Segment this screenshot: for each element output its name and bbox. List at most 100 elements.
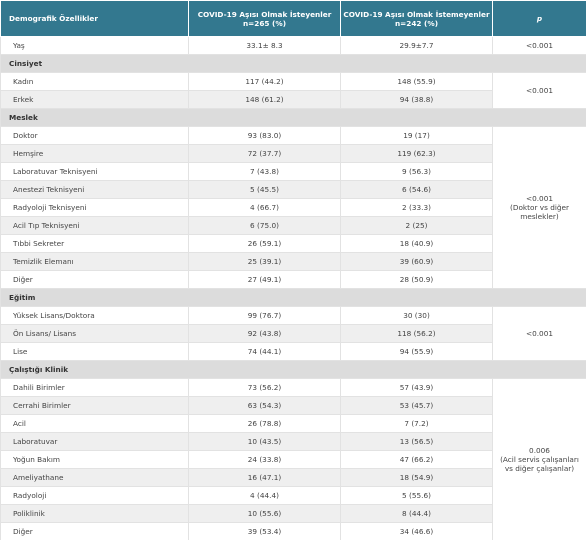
value-cell: 53 (45.7) <box>340 396 493 415</box>
data-row: Acil 26 (78.8) 7 (7.2) <box>0 414 586 433</box>
p-value: <0.001 <box>492 36 586 55</box>
data-row: Anestezi Teknisyeni 5 (45.5) 6 (54.6) <box>0 180 586 199</box>
value-cell: 29.9±7.7 <box>340 36 493 55</box>
value-cell: 94 (55.9) <box>340 342 493 361</box>
value-cell: 26 (59.1) <box>188 234 341 253</box>
text-line: <0.001 <box>525 329 553 338</box>
data-row: Kadın 117 (44.2) 148 (55.9) <0.001 <box>0 72 586 109</box>
row-label: Acil <box>0 414 189 433</box>
value-cell: 4 (66.7) <box>188 198 341 217</box>
header-cell: COVID-19 Aşısı Olmak İsteyenler n=265 (%) <box>188 0 341 37</box>
row-label: Acil Tıp Teknisyeni <box>0 216 189 235</box>
value-cell: 7 (7.2) <box>340 414 493 433</box>
value-cell: 18 (40.9) <box>340 234 493 253</box>
value-cell: 118 (56.2) <box>340 324 493 343</box>
value-cell: 10 (55.6) <box>188 504 341 523</box>
row-label: Laboratuvar <box>0 432 189 451</box>
header-cell: Demografik Özellikler <box>0 0 189 37</box>
section-row: Cinsiyet <box>0 54 586 73</box>
text-line: <0.001 <box>525 41 553 50</box>
value-cell: 27 (49.1) <box>188 270 341 289</box>
text-line: meslekler) <box>520 212 559 221</box>
value-cell: 5 (45.5) <box>188 180 341 199</box>
value-cell: 19 (17) <box>340 126 493 145</box>
value-cell: 26 (78.8) <box>188 414 341 433</box>
value-cell: 2 (25) <box>340 216 493 235</box>
value-cell: 8 (44.4) <box>340 504 493 523</box>
p-value: 0.006 (Acil servis çalışanları vs diğer ça… <box>492 378 586 540</box>
value-cell: 5 (55.6) <box>340 486 493 505</box>
data-row: Yüksek Lisans/Doktora 99 (76.7) 30 (30) <0.… <box>0 306 586 361</box>
data-row: Laboratuvar Teknisyeni 7 (43.8) 9 (56.3) <box>0 162 586 181</box>
value-cell: 34 (46.6) <box>340 522 493 540</box>
text-line: COVID-19 Aşısı Olmak İsteyenler <box>197 9 332 19</box>
row-label: Tıbbi Sekreter <box>0 234 189 253</box>
value-cell: 117 (44.2) <box>188 72 341 91</box>
value-cell: 57 (43.9) <box>340 378 493 397</box>
row-label: Ön Lisans/ Lisans <box>0 324 189 343</box>
value-cell: 7 (43.8) <box>188 162 341 181</box>
header-cell: COVID-19 Aşısı Olmak İstemeyenler n=242 (… <box>340 0 493 37</box>
row-label: Temizlik Elemanı <box>0 252 189 271</box>
p-value: <0.001 (Doktor vs diğer meslekler) <box>492 126 586 289</box>
value-cell: 73 (56.2) <box>188 378 341 397</box>
header-cell: p <box>492 0 586 37</box>
text-line: COVID-19 Aşısı Olmak İstemeyenler <box>343 9 490 19</box>
text-line: vs diğer çalışanlar) <box>504 464 575 473</box>
value-cell: 92 (43.8) <box>188 324 341 343</box>
row-label: Dahili Birimler <box>0 378 189 397</box>
value-cell: 6 (54.6) <box>340 180 493 199</box>
section-title: Çalıştığı Klinik <box>0 360 586 379</box>
value-cell: 24 (33.8) <box>188 450 341 469</box>
section-row: Meslek <box>0 108 586 127</box>
section-title: Eğitim <box>0 288 586 307</box>
text-line: p <box>536 14 543 23</box>
row-label: Laboratuvar Teknisyeni <box>0 162 189 181</box>
section-title: Cinsiyet <box>0 54 586 73</box>
value-cell: 18 (54.9) <box>340 468 493 487</box>
data-row: Acil Tıp Teknisyeni 6 (75.0) 2 (25) <box>0 216 586 235</box>
row-label: Diğer <box>0 522 189 540</box>
value-cell: 148 (61.2) <box>188 90 341 109</box>
value-cell: 39 (53.4) <box>188 522 341 540</box>
value-cell: 9 (56.3) <box>340 162 493 181</box>
row-label: Poliklinik <box>0 504 189 523</box>
row-label: Kadın <box>0 72 189 91</box>
p-value: <0.001 <box>492 72 586 109</box>
text-line: <0.001 <box>525 86 553 95</box>
text-line: n=242 (%) <box>394 18 439 28</box>
value-cell: 30 (30) <box>340 306 493 325</box>
text-line: 0.006 <box>529 446 550 455</box>
value-cell: 72 (37.7) <box>188 144 341 163</box>
value-cell: 6 (75.0) <box>188 216 341 235</box>
value-cell: 47 (66.2) <box>340 450 493 469</box>
p-value: <0.001 <box>492 306 586 361</box>
value-cell: 28 (50.9) <box>340 270 493 289</box>
text-line: (Acil servis çalışanları <box>500 455 579 464</box>
row-label: Hemşire <box>0 144 189 163</box>
data-row: Temizlik Elemanı 25 (39.1) 39 (60.9) <box>0 252 586 271</box>
data-row: Radyoloji Teknisyeni 4 (66.7) 2 (33.3) <box>0 198 586 217</box>
value-cell: 74 (44.1) <box>188 342 341 361</box>
row-label: Yüksek Lisans/Doktora <box>0 306 189 325</box>
section-title: Meslek <box>0 108 586 127</box>
row-label: Doktor <box>0 126 189 145</box>
value-cell: 63 (54.3) <box>188 396 341 415</box>
value-cell: 4 (44.4) <box>188 486 341 505</box>
row-label: Erkek <box>0 90 189 109</box>
text-line: (Doktor vs diğer <box>509 203 570 212</box>
data-row: Dahili Birimler 73 (56.2) 57 (43.9) 0.006 (A… <box>0 378 586 540</box>
data-row: Cerrahi Birimler 63 (54.3) 53 (45.7) <box>0 396 586 415</box>
value-cell: 94 (38.8) <box>340 90 493 109</box>
value-cell: 148 (55.9) <box>340 72 493 91</box>
data-row: Yaş 33.1± 8.3 29.9±7.7 <0.001 <box>0 36 586 55</box>
value-cell: 2 (33.3) <box>340 198 493 217</box>
text-line: n=265 (%) <box>242 18 287 28</box>
section-row: Çalıştığı Klinik <box>0 360 586 379</box>
row-label: Lise <box>0 342 189 361</box>
row-label: Radyoloji <box>0 486 189 505</box>
value-cell: 10 (43.5) <box>188 432 341 451</box>
value-cell: 39 (60.9) <box>340 252 493 271</box>
